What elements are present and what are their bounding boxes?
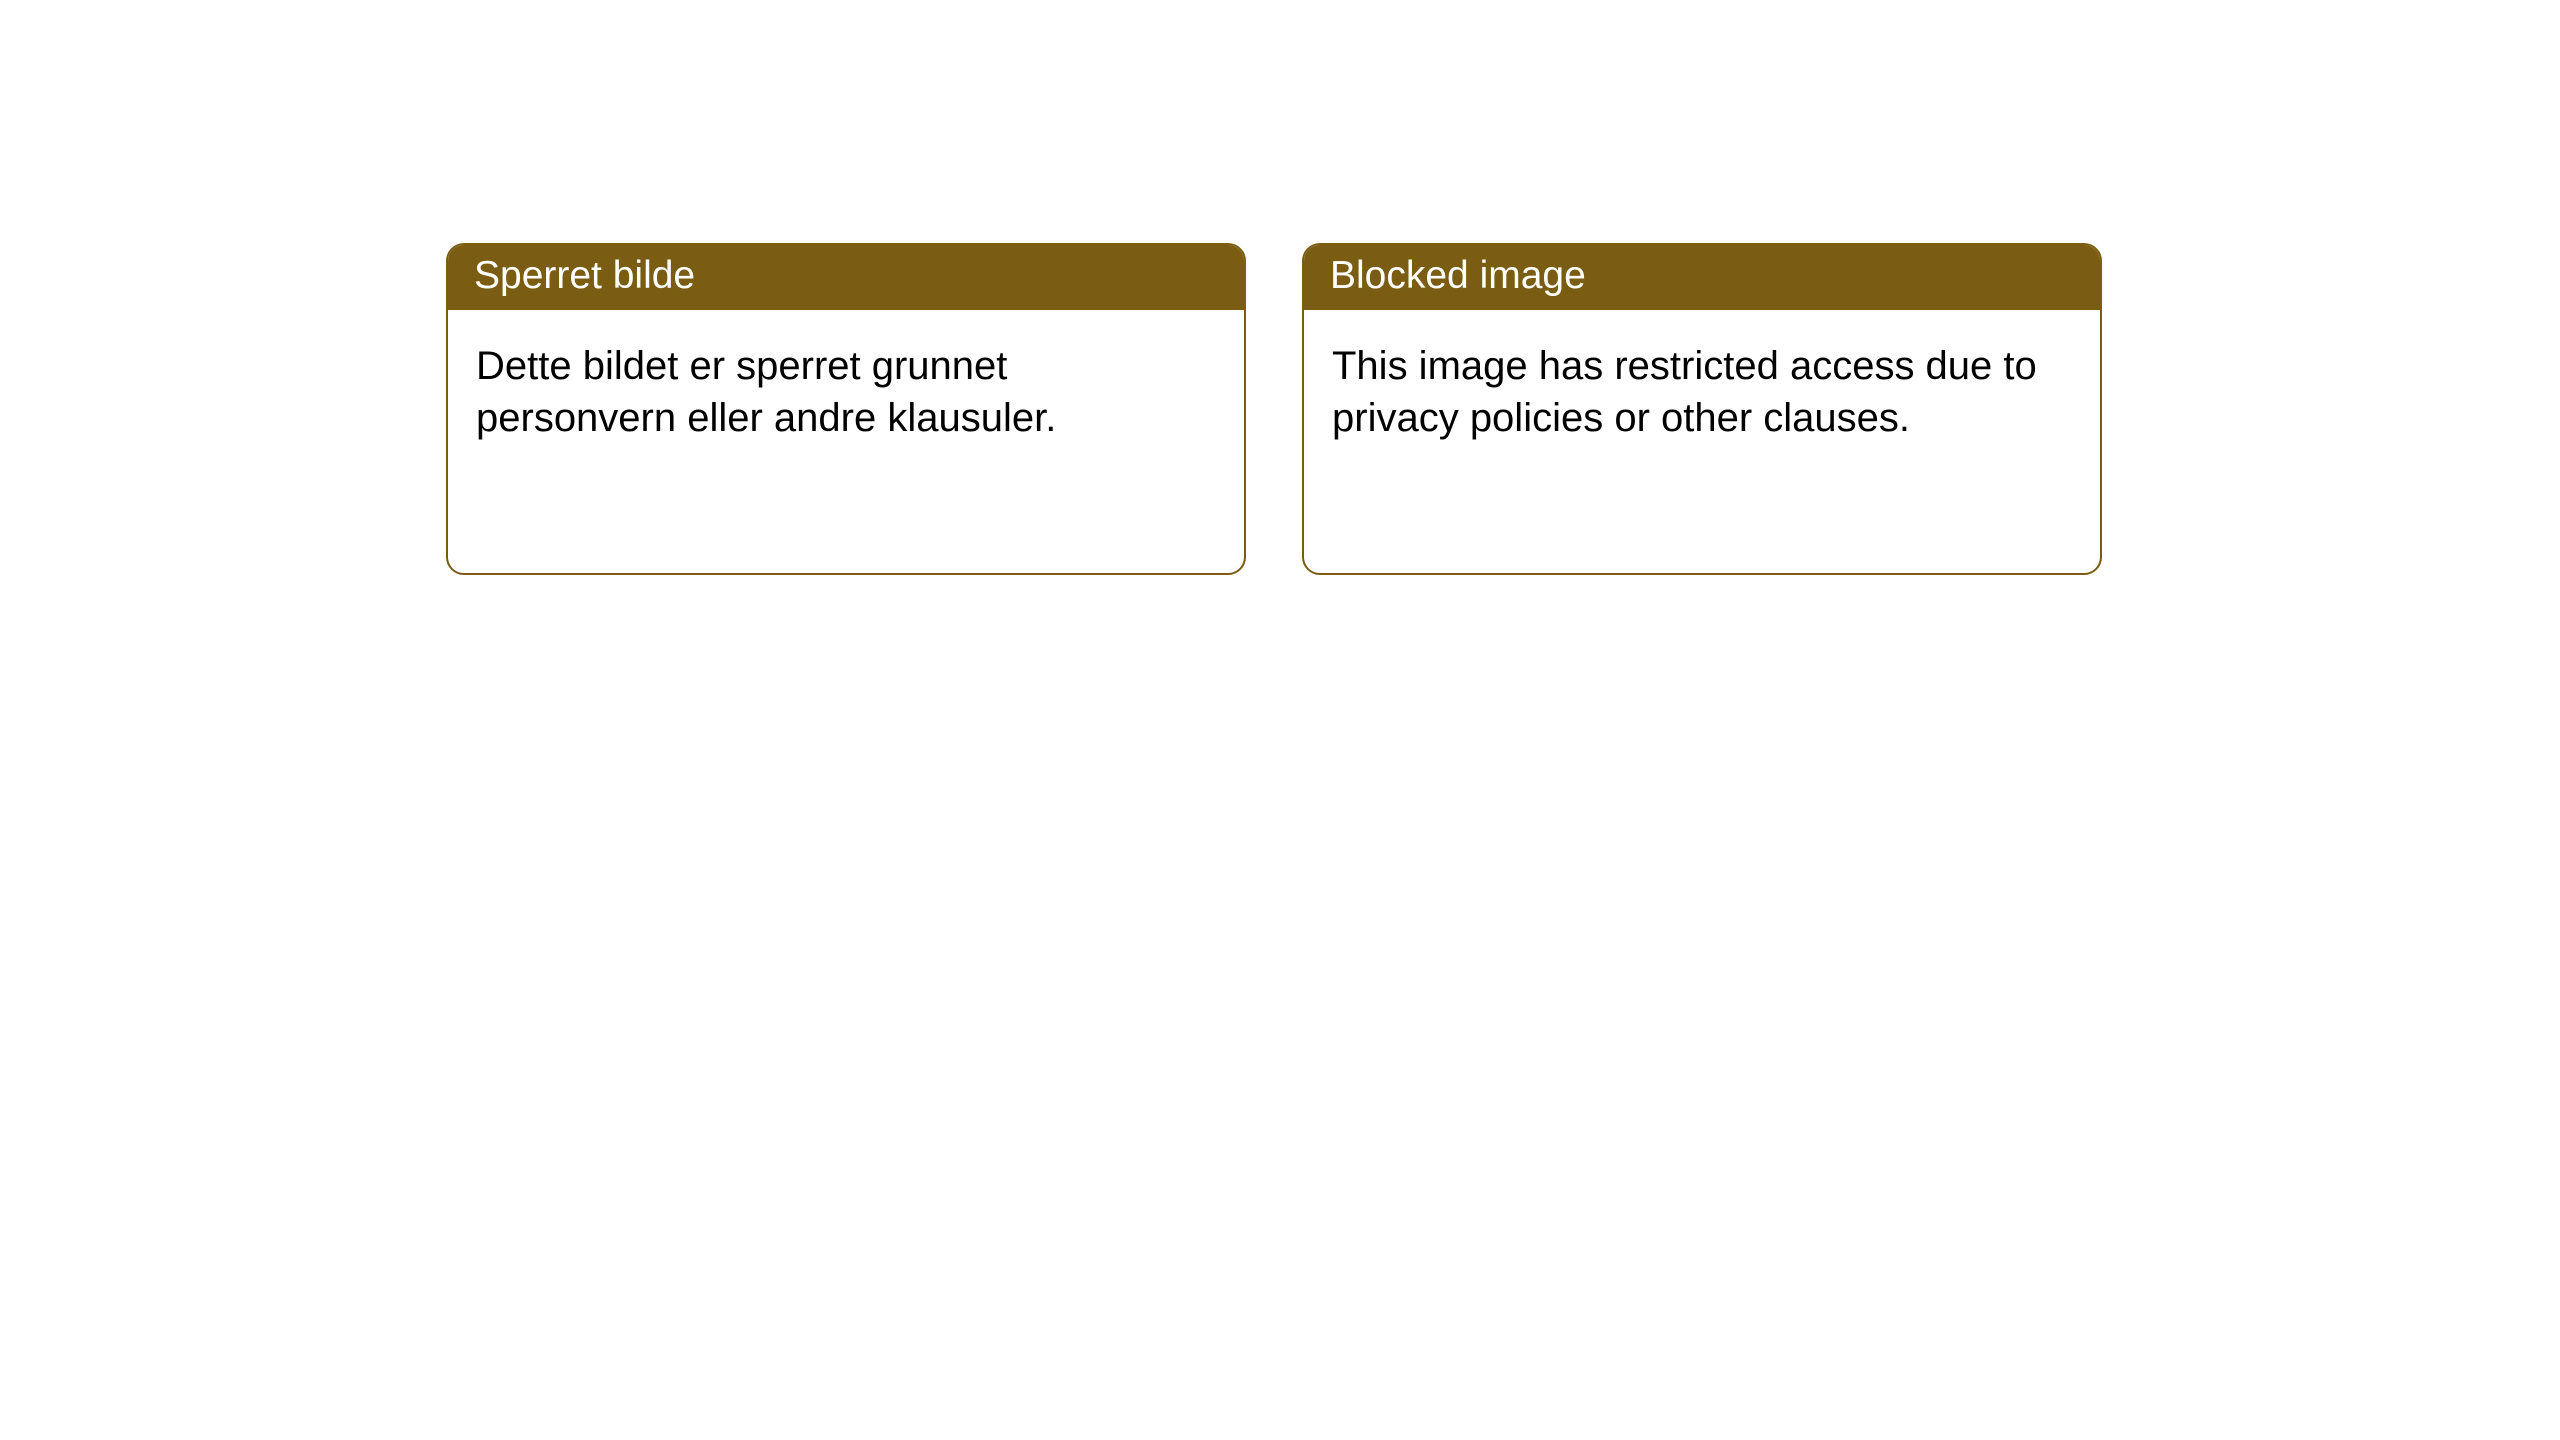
notice-card-title: Blocked image <box>1304 245 2100 310</box>
notice-card-row: Sperret bilde Dette bildet er sperret gr… <box>446 243 2102 575</box>
notice-card-title: Sperret bilde <box>448 245 1244 310</box>
notice-card-norwegian: Sperret bilde Dette bildet er sperret gr… <box>446 243 1246 575</box>
notice-card-body: This image has restricted access due to … <box>1304 310 2100 464</box>
notice-card-body: Dette bildet er sperret grunnet personve… <box>448 310 1244 464</box>
notice-card-english: Blocked image This image has restricted … <box>1302 243 2102 575</box>
